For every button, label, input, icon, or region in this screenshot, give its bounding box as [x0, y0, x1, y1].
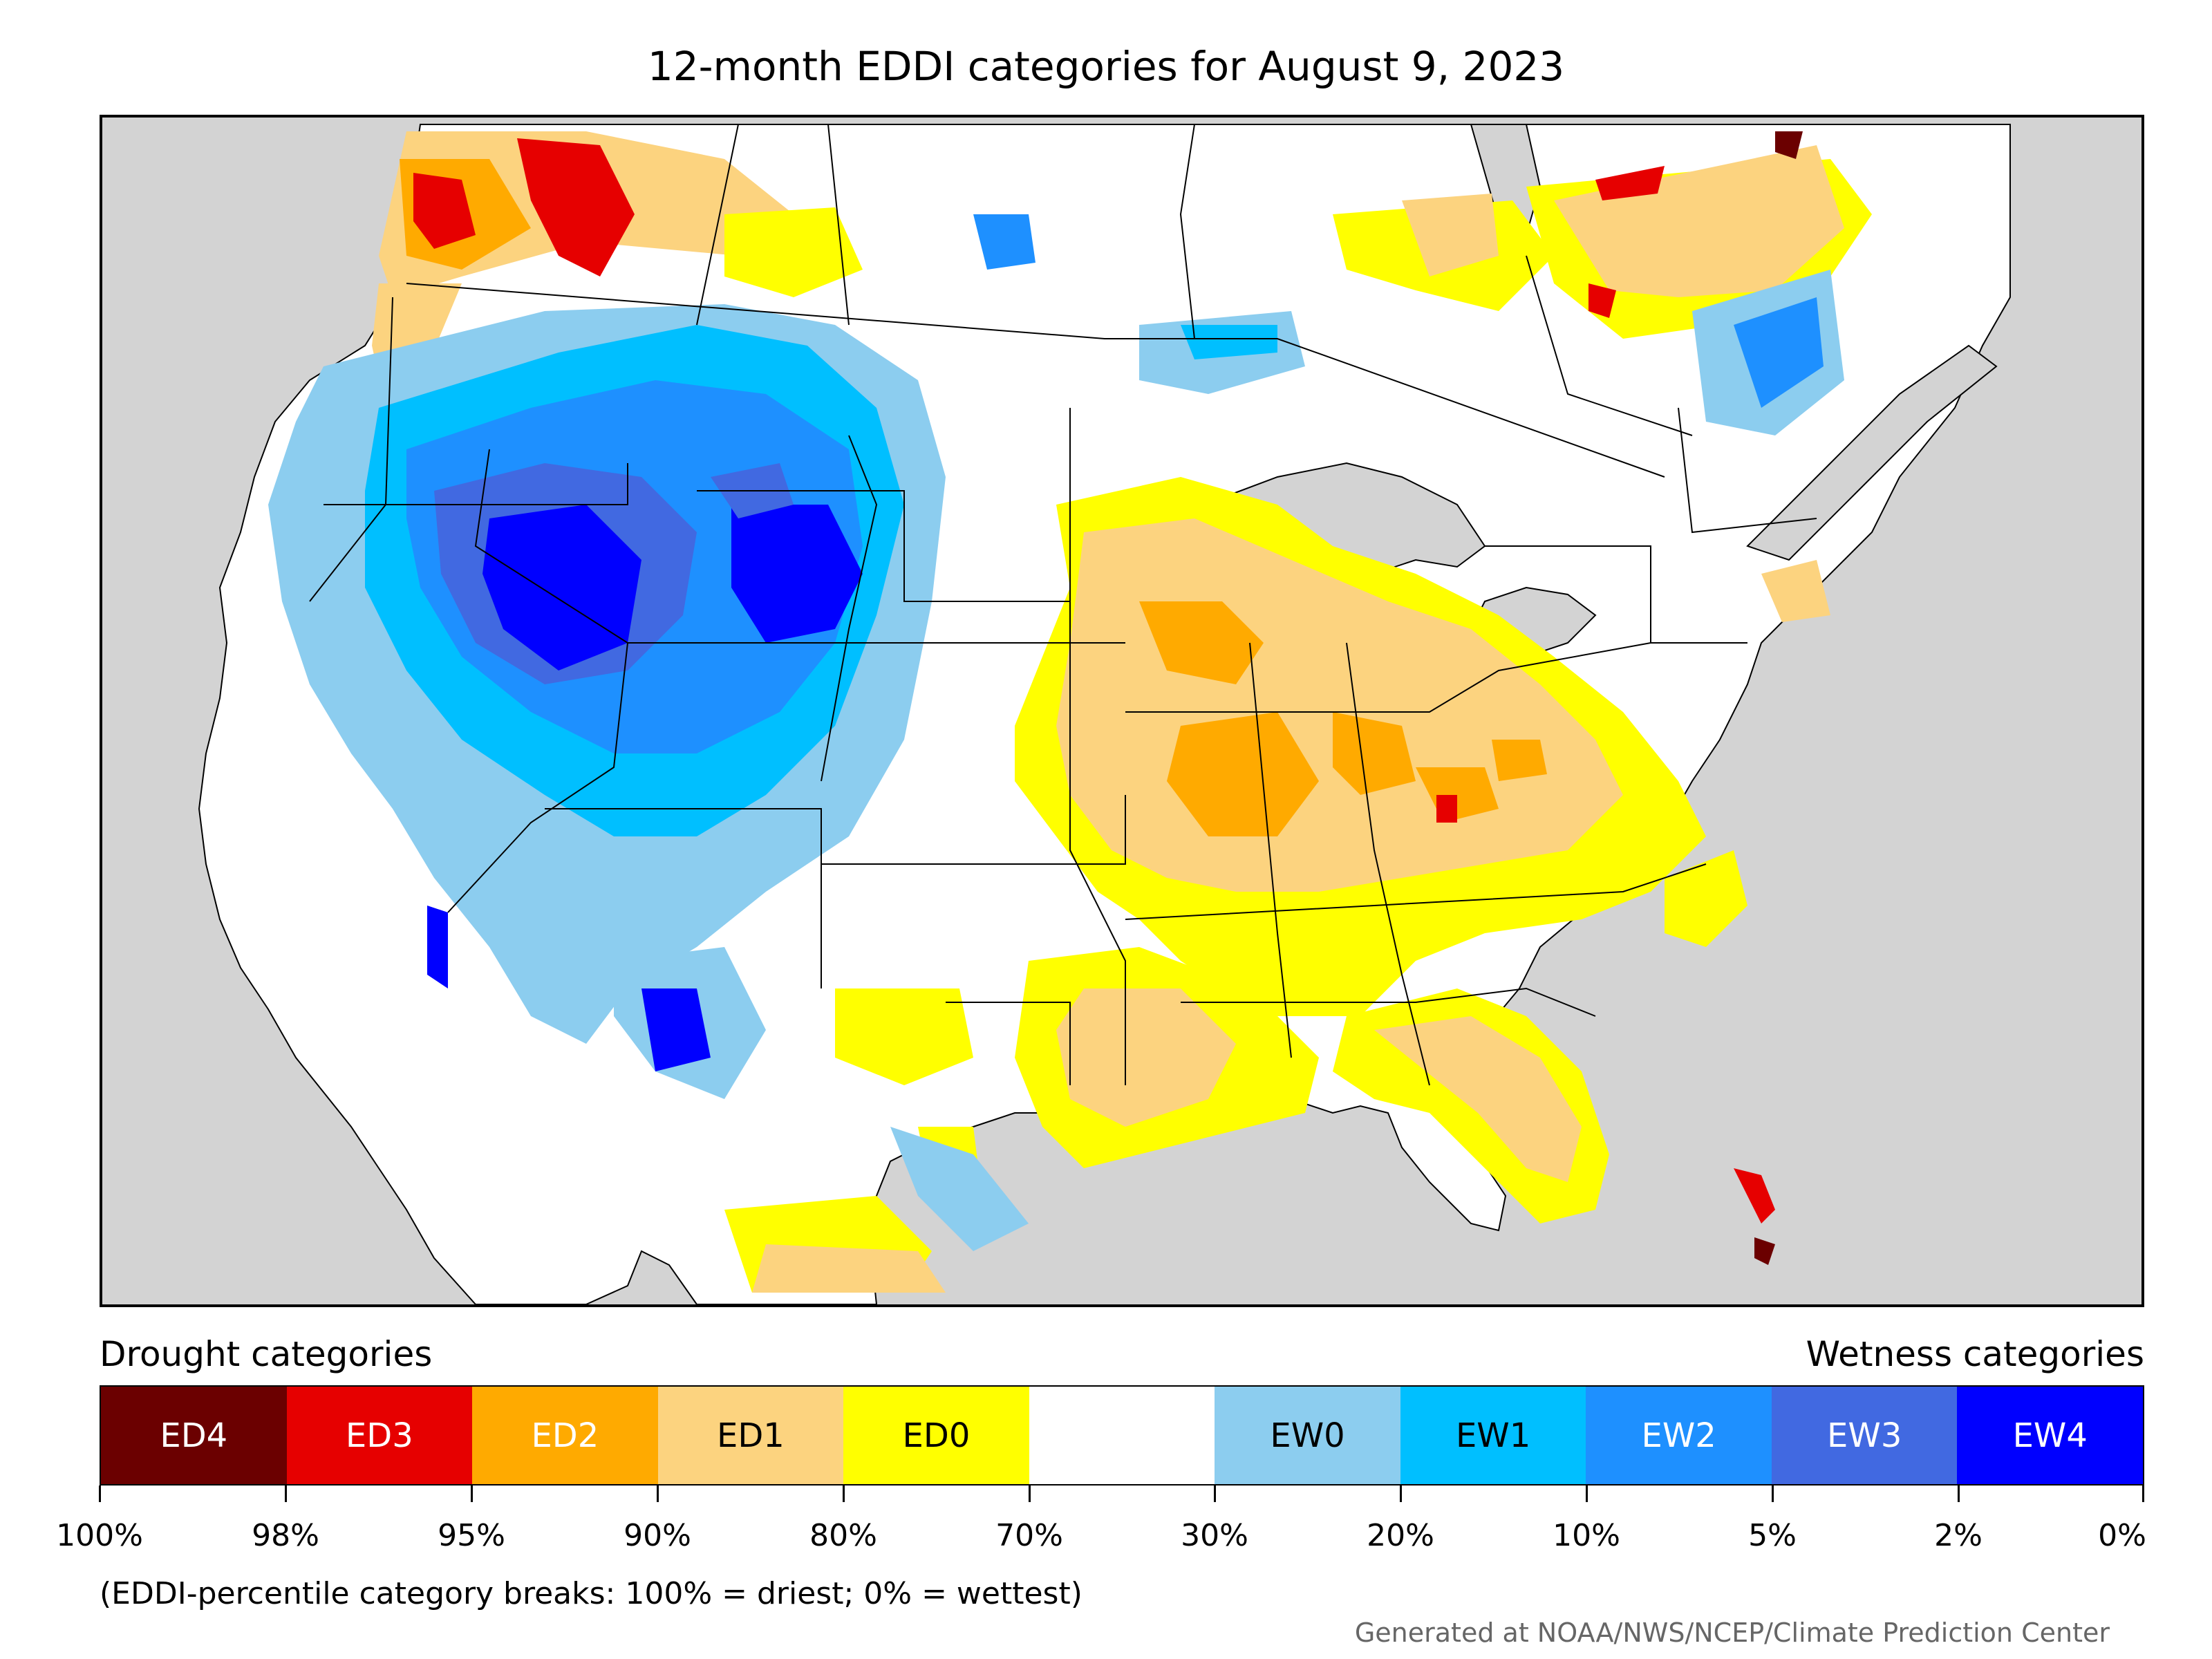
tick-mark	[285, 1485, 287, 1502]
tick-label: 2%	[1934, 1518, 1983, 1553]
tick-label: 90%	[624, 1518, 691, 1553]
tick-label: 100%	[56, 1518, 143, 1553]
legend-swatch-normal	[1029, 1387, 1215, 1484]
wetness-categories-label: Wetness categories	[1806, 1334, 2144, 1374]
tick-label: 10%	[1553, 1518, 1620, 1553]
tick-mark	[843, 1485, 845, 1502]
map-canvas	[198, 124, 2011, 1304]
colorbar: ED4 ED3 ED2 ED1 ED0 EW0 EW1 EW2 EW3 EW4	[100, 1385, 2144, 1485]
tick-mark	[1772, 1485, 1774, 1502]
map-panel	[100, 115, 2144, 1307]
legend-swatch-ew3: EW3	[1771, 1387, 1958, 1484]
drought-regions	[358, 131, 1872, 1293]
legend-swatch-ew0: EW0	[1215, 1387, 1400, 1484]
legend-swatch-ed1: ED1	[657, 1387, 844, 1484]
tick-mark	[99, 1485, 101, 1502]
tick-label: 70%	[995, 1518, 1063, 1553]
colorbar-ticks	[99, 1485, 2144, 1506]
tick-label: 80%	[809, 1518, 877, 1553]
tick-label: 20%	[1367, 1518, 1434, 1553]
drought-categories-label: Drought categories	[100, 1334, 433, 1374]
tick-mark	[1586, 1485, 1588, 1502]
tick-label: 0%	[2098, 1518, 2146, 1553]
wetness-regions	[268, 214, 1844, 1251]
boundaries	[309, 124, 1817, 1086]
tick-label: 30%	[1181, 1518, 1248, 1553]
legend-swatch-ed3: ED3	[286, 1387, 473, 1484]
tick-label: 98%	[252, 1518, 319, 1553]
tick-mark	[1400, 1485, 1402, 1502]
legend-swatch-ed4: ED4	[101, 1387, 287, 1484]
category-breaks-note: (EDDI-percentile category breaks: 100% =…	[100, 1576, 1082, 1611]
tick-mark	[1029, 1485, 1031, 1502]
tick-label: 95%	[438, 1518, 505, 1553]
tick-mark	[1214, 1485, 1216, 1502]
tick-mark	[471, 1485, 473, 1502]
tick-mark	[657, 1485, 659, 1502]
credit-text: Generated at NOAA/NWS/NCEP/Climate Predi…	[1354, 1618, 2110, 1648]
tick-mark	[2142, 1485, 2144, 1502]
st-lawrence	[1746, 344, 1998, 561]
legend-swatch-ed2: ED2	[472, 1387, 658, 1484]
legend-swatch-ed0: ED0	[843, 1387, 1029, 1484]
tick-mark	[1958, 1485, 1960, 1502]
map-title: 12-month EDDI categories for August 9, 2…	[647, 43, 1565, 90]
legend-swatch-ew2: EW2	[1586, 1387, 1772, 1484]
legend-swatch-ew1: EW1	[1400, 1387, 1586, 1484]
legend-swatch-ew4: EW4	[1957, 1387, 2144, 1484]
tick-label: 5%	[1748, 1518, 1797, 1553]
